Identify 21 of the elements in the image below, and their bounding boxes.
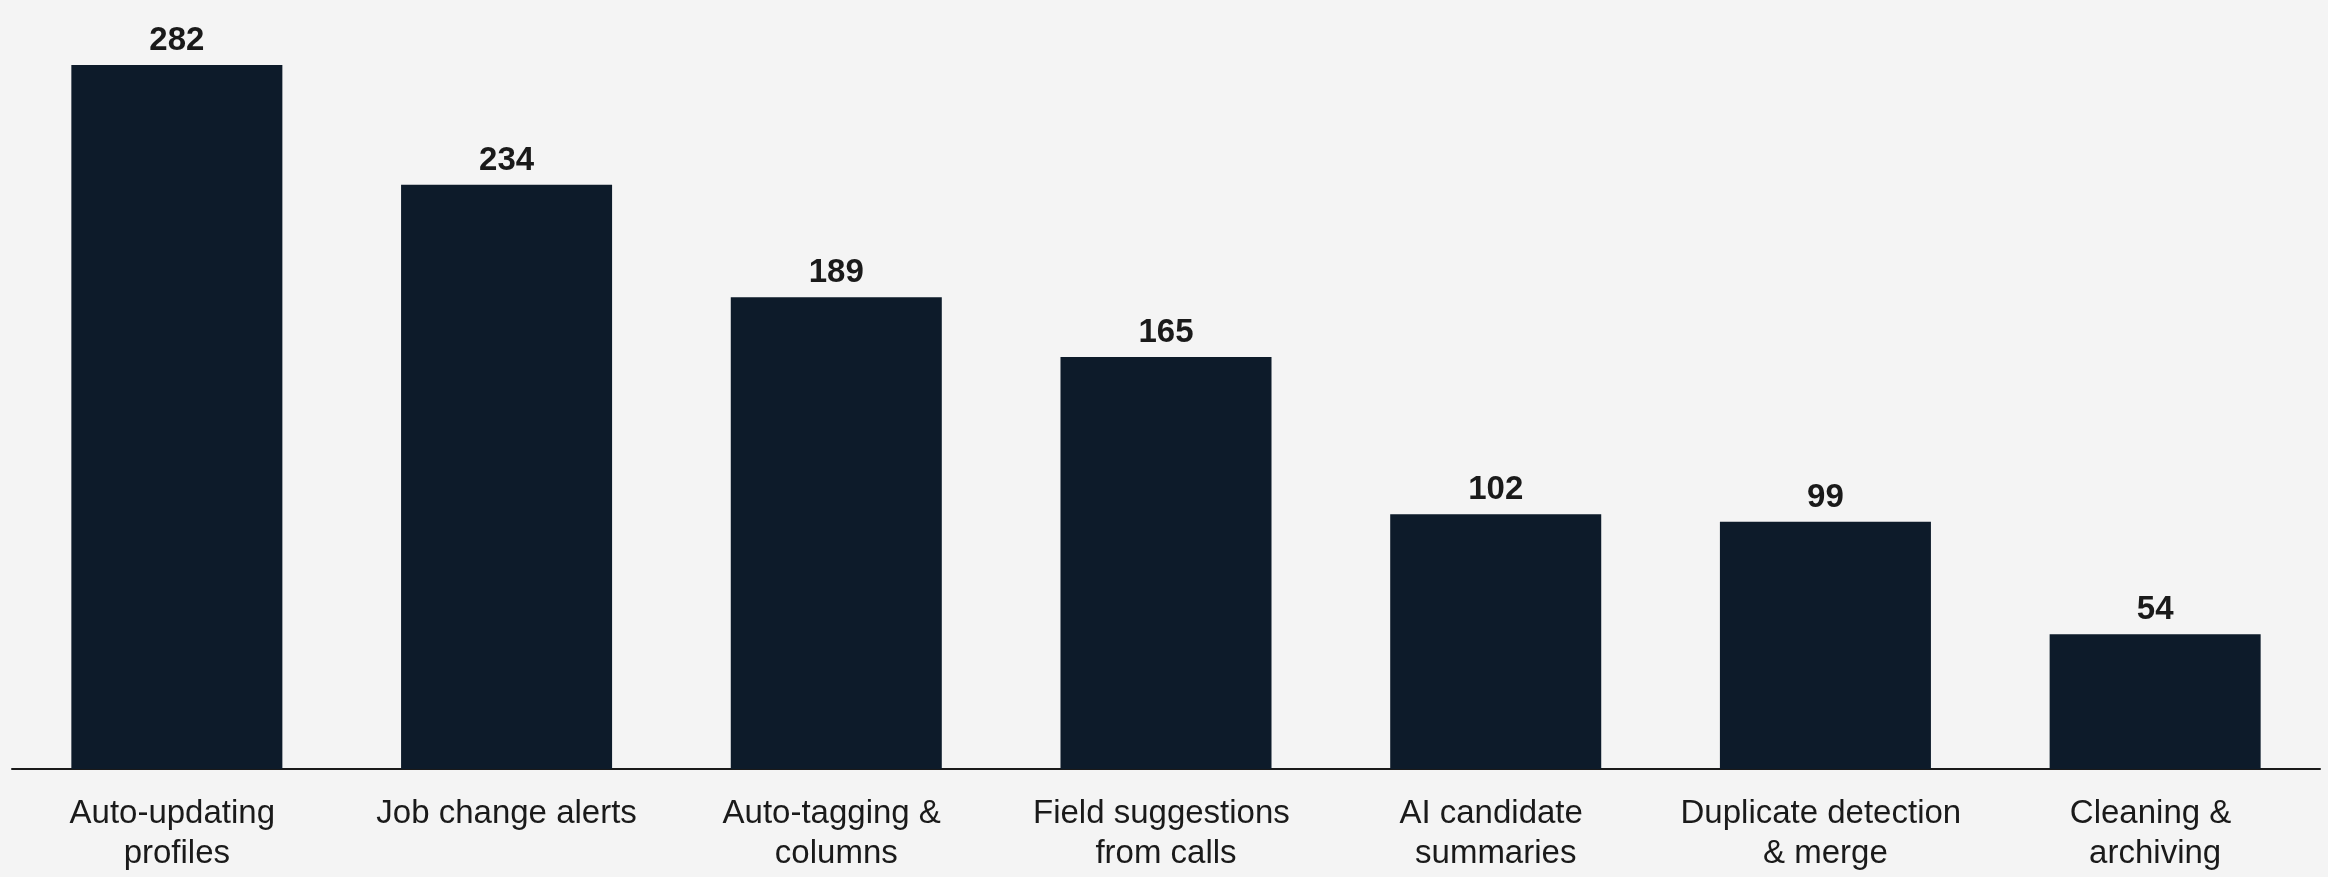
bar bbox=[71, 64, 283, 769]
bar bbox=[1390, 514, 1602, 769]
x-tick-label: AI candidate summaries bbox=[1399, 792, 1593, 870]
x-tick-label: Duplicate detection & merge bbox=[1680, 792, 1971, 870]
x-tick-label: Field suggestions from calls bbox=[1033, 792, 1299, 870]
x-tick-label: Auto-updating profiles bbox=[69, 792, 285, 870]
bar bbox=[1060, 357, 1272, 769]
data-label: 165 bbox=[1138, 312, 1194, 350]
x-tick-label: Cleaning & archiving bbox=[2069, 792, 2241, 870]
data-label: 189 bbox=[808, 252, 864, 290]
bar bbox=[730, 297, 942, 769]
data-label: 99 bbox=[1807, 476, 1844, 514]
data-label: 102 bbox=[1468, 469, 1524, 507]
x-tick-label: Job change alerts bbox=[376, 792, 637, 830]
bar bbox=[2049, 634, 2261, 769]
bar bbox=[1719, 521, 1931, 769]
data-label: 54 bbox=[2136, 589, 2175, 627]
data-label: 234 bbox=[479, 139, 535, 177]
bar bbox=[401, 184, 613, 769]
x-tick-label: Auto-tagging & columns bbox=[722, 792, 951, 870]
data-label: 282 bbox=[149, 19, 205, 57]
